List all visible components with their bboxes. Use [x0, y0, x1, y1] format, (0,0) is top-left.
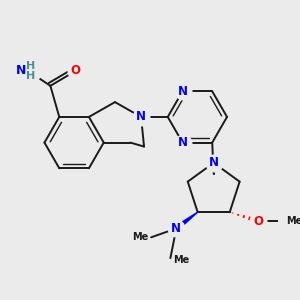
Text: N: N: [136, 110, 146, 123]
Text: H: H: [26, 70, 36, 81]
Text: N: N: [178, 136, 188, 149]
Text: N: N: [178, 85, 188, 98]
Text: N: N: [171, 222, 181, 235]
Text: H: H: [26, 61, 36, 71]
Text: N: N: [209, 156, 219, 169]
Text: O: O: [253, 214, 263, 227]
Text: Me: Me: [286, 216, 300, 226]
Text: O: O: [70, 64, 81, 77]
Polygon shape: [175, 212, 198, 230]
Text: N: N: [16, 64, 26, 77]
Text: Me: Me: [173, 255, 189, 265]
Text: Me: Me: [132, 232, 148, 242]
